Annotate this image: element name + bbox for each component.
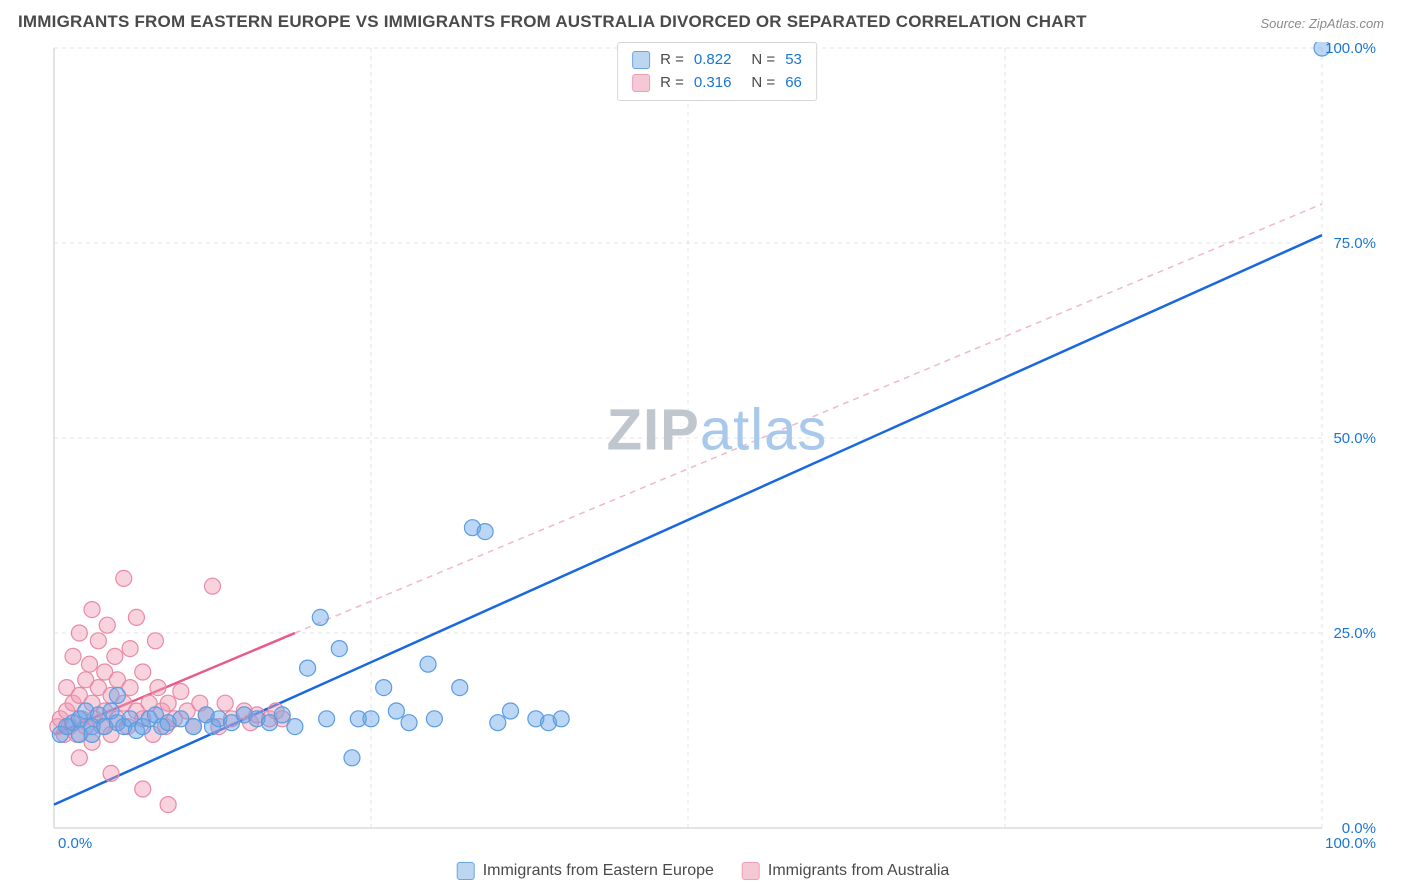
legend-r-label: R = bbox=[660, 72, 684, 95]
legend-item: Immigrants from Australia bbox=[742, 862, 949, 880]
legend-stat-row: R = 0.822 N = 53 bbox=[632, 49, 802, 72]
svg-text:25.0%: 25.0% bbox=[1333, 625, 1376, 642]
legend-label: Immigrants from Australia bbox=[768, 862, 949, 880]
svg-text:100.0%: 100.0% bbox=[1325, 42, 1376, 57]
legend-r-value: 0.316 bbox=[694, 72, 732, 95]
svg-text:75.0%: 75.0% bbox=[1333, 235, 1376, 252]
svg-text:0.0%: 0.0% bbox=[58, 835, 92, 850]
svg-text:50.0%: 50.0% bbox=[1333, 430, 1376, 447]
legend-label: Immigrants from Eastern Europe bbox=[483, 862, 714, 880]
source-attribution: Source: ZipAtlas.com bbox=[1260, 16, 1384, 31]
chart-area: R =0.822N =53R =0.316N =66 ZIPatlas 0.0%… bbox=[48, 42, 1386, 850]
legend-n-label: N = bbox=[751, 49, 775, 72]
legend-swatch bbox=[632, 51, 650, 69]
legend-series: Immigrants from Eastern Europe Immigrants… bbox=[457, 862, 950, 880]
legend-n-value: 66 bbox=[785, 72, 802, 95]
legend-n-value: 53 bbox=[785, 49, 802, 72]
legend-r-value: 0.822 bbox=[694, 49, 732, 72]
legend-n-label: N = bbox=[751, 72, 775, 95]
scatter-chart: 0.0%25.0%50.0%75.0%100.0%0.0%100.0% bbox=[48, 42, 1386, 850]
legend-stat-row: R = 0.316 N = 66 bbox=[632, 72, 802, 95]
legend-r-label: R = bbox=[660, 49, 684, 72]
legend-swatch bbox=[742, 862, 760, 880]
svg-text:100.0%: 100.0% bbox=[1325, 835, 1376, 850]
legend-stats: R = 0.822 N = 53 R = 0.316 N = 66 bbox=[617, 42, 817, 101]
legend-item: Immigrants from Eastern Europe bbox=[457, 862, 714, 880]
legend-swatch bbox=[457, 862, 475, 880]
legend-swatch bbox=[632, 74, 650, 92]
chart-title: IMMIGRANTS FROM EASTERN EUROPE VS IMMIGR… bbox=[18, 12, 1087, 32]
